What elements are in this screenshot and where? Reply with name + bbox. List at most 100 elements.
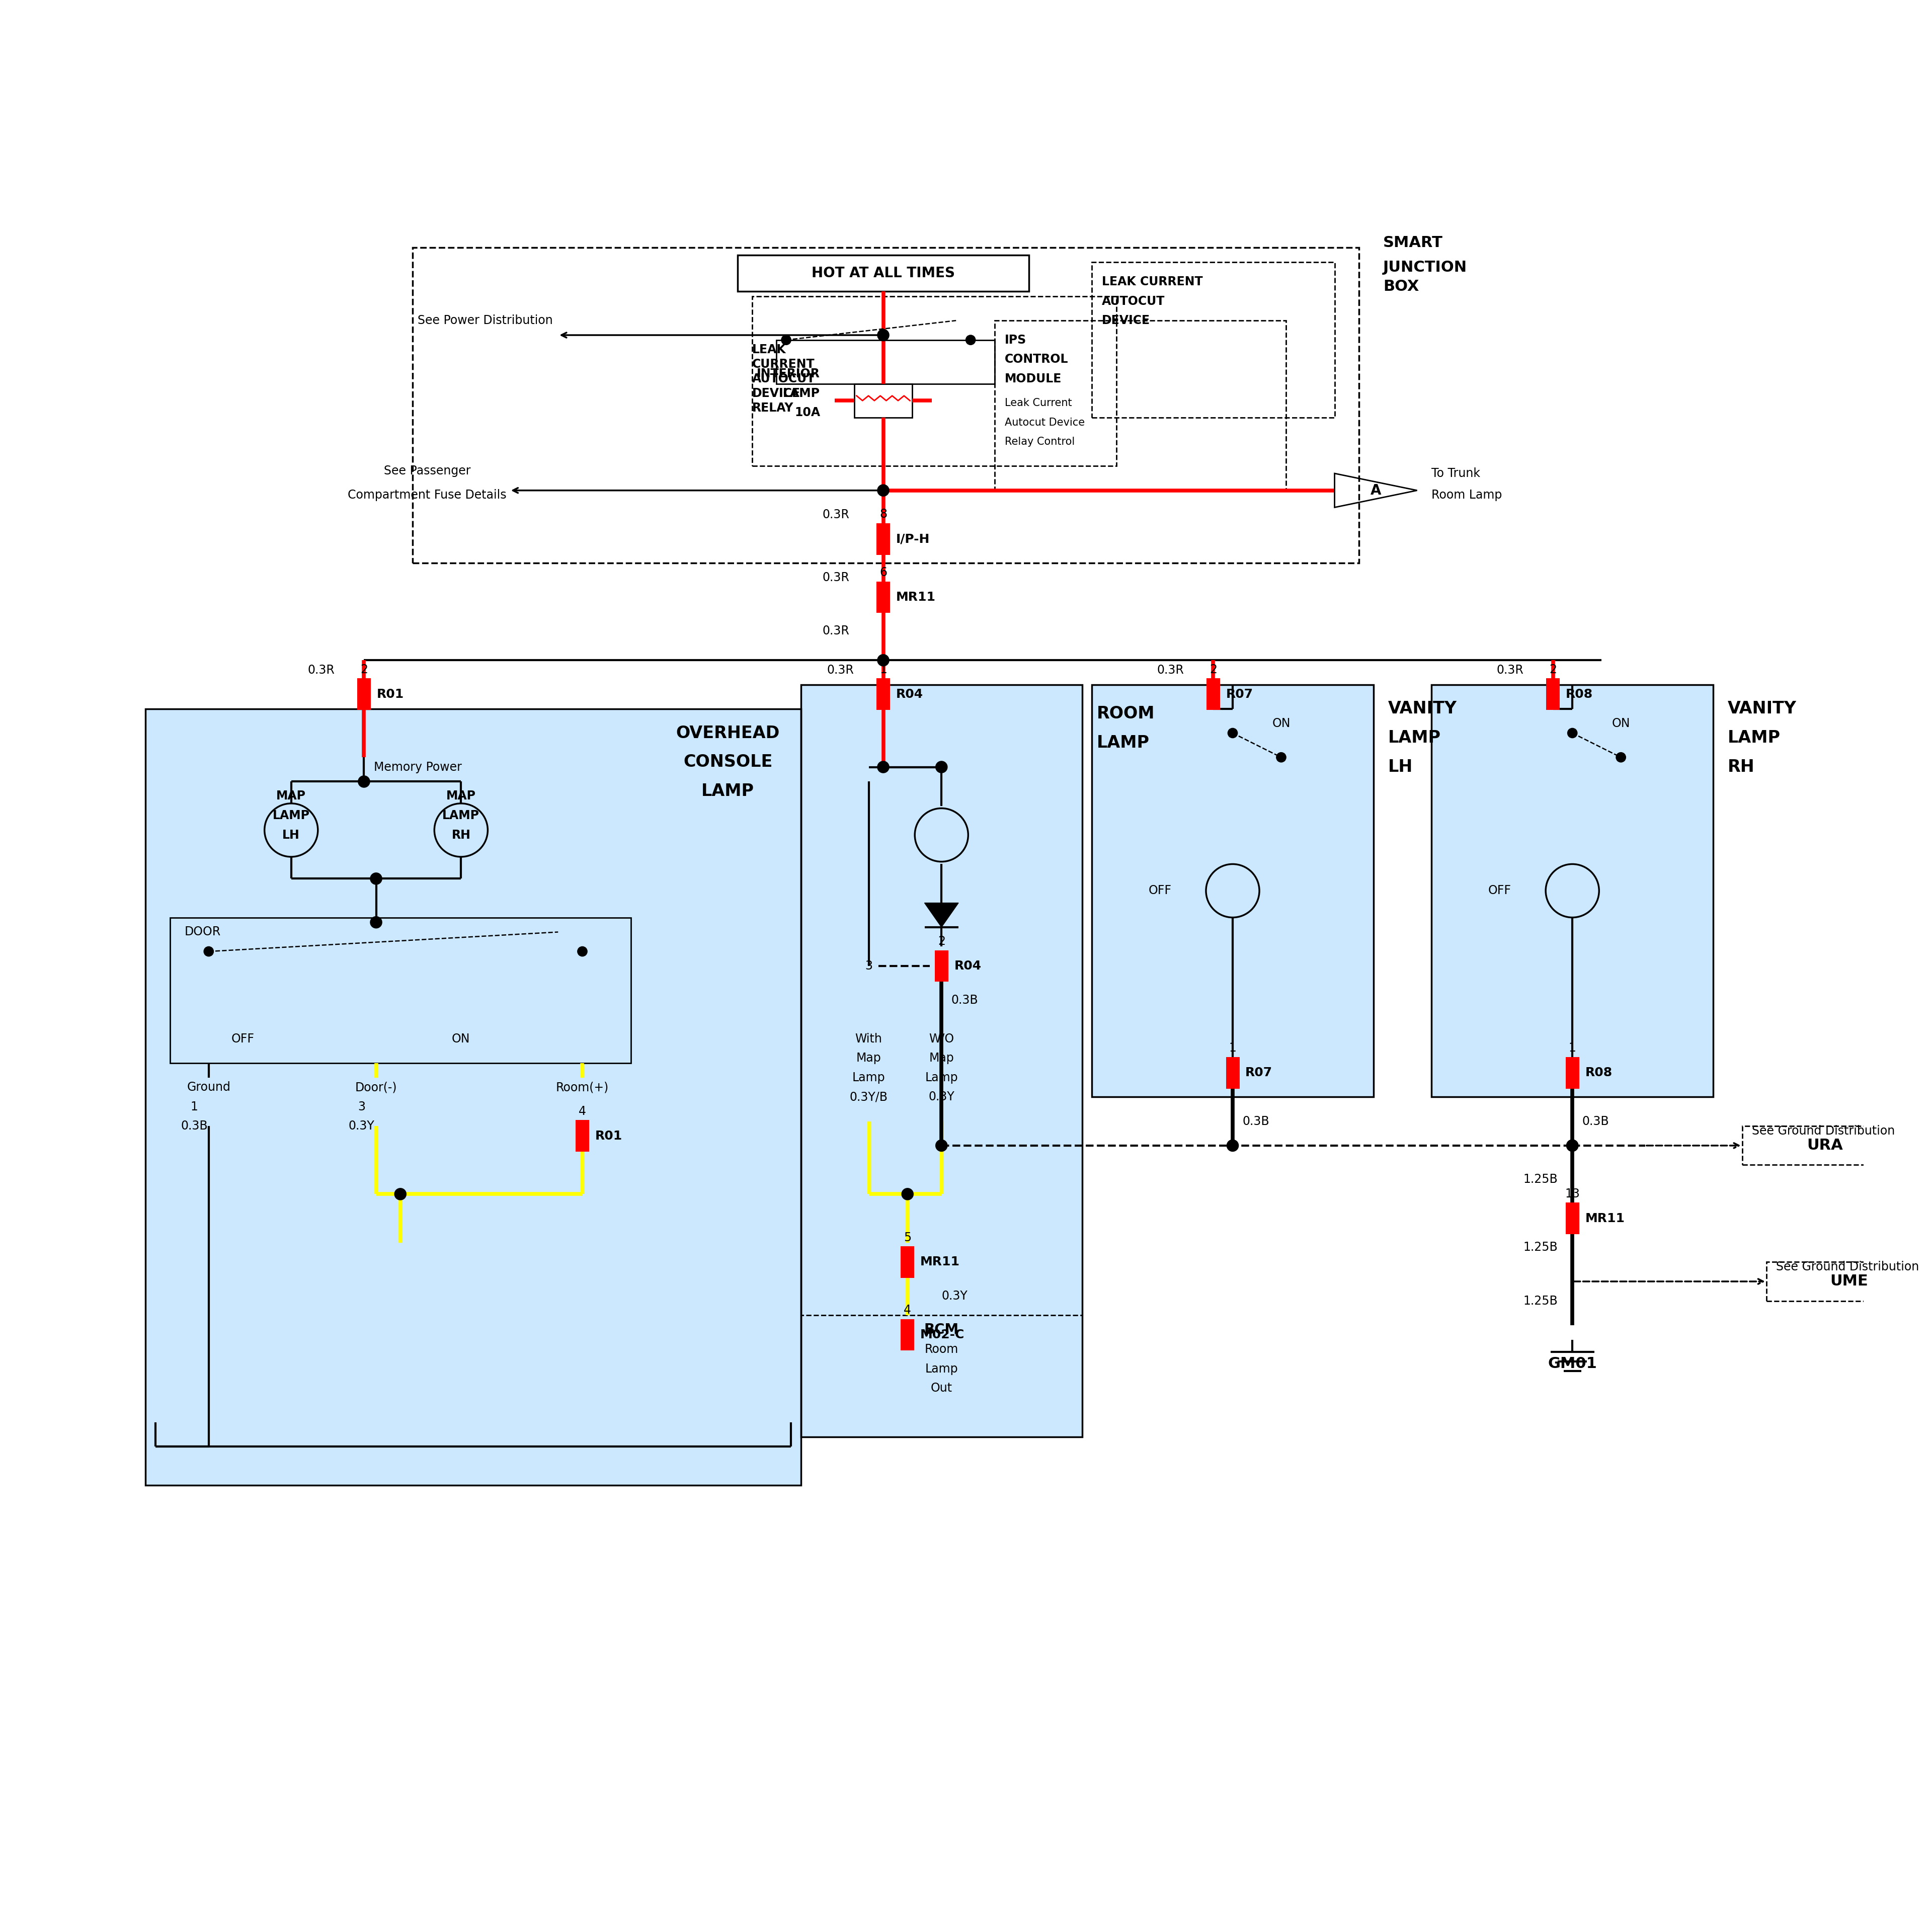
Text: ON: ON	[1611, 717, 1631, 730]
Text: 3: 3	[866, 960, 873, 972]
Text: Autocut Device: Autocut Device	[1005, 417, 1084, 427]
Text: 4: 4	[578, 1105, 585, 1117]
Text: MODULE: MODULE	[1005, 373, 1061, 384]
Text: 6: 6	[879, 566, 887, 580]
Text: W/O: W/O	[929, 1034, 954, 1045]
Text: Out: Out	[931, 1381, 952, 1395]
Text: MAP: MAP	[276, 790, 305, 802]
Bar	[1092, 684, 1374, 1097]
Bar	[738, 255, 1030, 292]
Text: 0.3R: 0.3R	[827, 665, 854, 676]
Bar	[1743, 1126, 1913, 1165]
Text: See Ground Distribution: See Ground Distribution	[1776, 1262, 1918, 1273]
Circle shape	[1567, 1140, 1578, 1151]
Circle shape	[877, 328, 889, 340]
Text: Map: Map	[856, 1053, 881, 1065]
Text: See Power Distribution: See Power Distribution	[417, 315, 553, 327]
Text: LH: LH	[282, 829, 299, 840]
Text: R01: R01	[377, 688, 404, 699]
Circle shape	[935, 761, 947, 773]
Text: 0.3R: 0.3R	[1497, 665, 1524, 676]
Text: R08: R08	[1584, 1066, 1611, 1078]
Text: LAMP: LAMP	[272, 810, 309, 821]
Circle shape	[877, 761, 889, 773]
Text: Door(-): Door(-)	[355, 1082, 398, 1094]
Text: SMART: SMART	[1383, 236, 1443, 251]
Text: LEAK CURRENT: LEAK CURRENT	[1101, 276, 1202, 288]
Text: LAMP: LAMP	[1387, 730, 1441, 746]
Text: 1: 1	[191, 1101, 197, 1113]
Text: Compartment Fuse Details: Compartment Fuse Details	[348, 489, 506, 500]
Text: 1: 1	[1229, 1041, 1236, 1055]
Bar	[1092, 684, 1374, 1097]
Text: UME: UME	[1830, 1273, 1868, 1289]
Text: CURRENT: CURRENT	[752, 357, 815, 371]
Text: Map: Map	[929, 1053, 954, 1065]
Bar	[1565, 1202, 1578, 1235]
Text: With: With	[856, 1034, 883, 1045]
Text: R04: R04	[896, 688, 923, 699]
Bar	[145, 709, 800, 1486]
Text: OFF: OFF	[1488, 885, 1511, 896]
Text: 0.3R: 0.3R	[823, 572, 850, 583]
Text: R08: R08	[1565, 688, 1592, 699]
Text: 0.3B: 0.3B	[180, 1121, 207, 1132]
Text: 2: 2	[359, 665, 367, 676]
Bar	[1206, 678, 1219, 709]
Text: Lamp: Lamp	[925, 1362, 958, 1376]
Circle shape	[1227, 1140, 1238, 1151]
Text: 0.3B: 0.3B	[1582, 1115, 1609, 1128]
Text: DEVICE: DEVICE	[752, 386, 800, 400]
Circle shape	[371, 916, 383, 927]
Text: 3: 3	[357, 1101, 365, 1113]
Circle shape	[357, 777, 369, 788]
Text: I/P-H: I/P-H	[896, 533, 929, 545]
Text: LAMP: LAMP	[701, 782, 753, 800]
Text: 1: 1	[1569, 1041, 1577, 1055]
Text: LAMP: LAMP	[782, 386, 821, 400]
Text: Lamp: Lamp	[925, 1072, 958, 1084]
Text: LAMP: LAMP	[1097, 734, 1150, 752]
Circle shape	[394, 1188, 406, 1200]
Text: AUTOCUT: AUTOCUT	[1101, 296, 1165, 307]
Text: Relay Control: Relay Control	[1005, 437, 1074, 446]
Text: URA: URA	[1806, 1138, 1843, 1153]
Text: 13: 13	[1565, 1188, 1580, 1200]
Text: BCM: BCM	[923, 1323, 958, 1337]
Circle shape	[935, 1140, 947, 1151]
Text: MR11: MR11	[896, 591, 935, 603]
Text: Memory Power: Memory Power	[373, 761, 462, 773]
Text: AUTOCUT: AUTOCUT	[752, 373, 815, 384]
Circle shape	[781, 334, 790, 344]
Text: See Passenger: See Passenger	[384, 466, 471, 477]
Bar	[777, 340, 995, 384]
Text: VANITY: VANITY	[1387, 701, 1457, 717]
Circle shape	[1277, 752, 1287, 763]
Circle shape	[877, 485, 889, 497]
Text: GM01: GM01	[1548, 1356, 1598, 1372]
Bar	[877, 582, 891, 612]
Circle shape	[1615, 752, 1625, 763]
Circle shape	[902, 1188, 914, 1200]
Bar	[800, 1316, 1082, 1437]
Text: ON: ON	[1271, 717, 1291, 730]
Text: 0.3Y: 0.3Y	[929, 1092, 954, 1103]
Text: R07: R07	[1246, 1066, 1273, 1078]
Circle shape	[1567, 728, 1577, 738]
Text: 2: 2	[937, 935, 945, 947]
Text: 0.3Y/B: 0.3Y/B	[850, 1092, 889, 1103]
Text: RH: RH	[452, 829, 471, 840]
Text: DOOR: DOOR	[184, 925, 220, 939]
Text: Ground: Ground	[187, 1082, 230, 1094]
Text: OVERHEAD: OVERHEAD	[676, 725, 781, 742]
Text: A: A	[1370, 483, 1381, 497]
Bar	[1227, 1057, 1240, 1088]
Text: IPS: IPS	[1005, 334, 1026, 346]
Text: Room: Room	[925, 1343, 958, 1356]
Text: LEAK: LEAK	[752, 344, 786, 355]
Text: 0.3R: 0.3R	[823, 508, 850, 522]
Text: LAMP: LAMP	[1727, 730, 1781, 746]
Text: BOX: BOX	[1383, 280, 1418, 294]
Text: Leak Current: Leak Current	[1005, 398, 1072, 408]
Circle shape	[1567, 1140, 1578, 1151]
